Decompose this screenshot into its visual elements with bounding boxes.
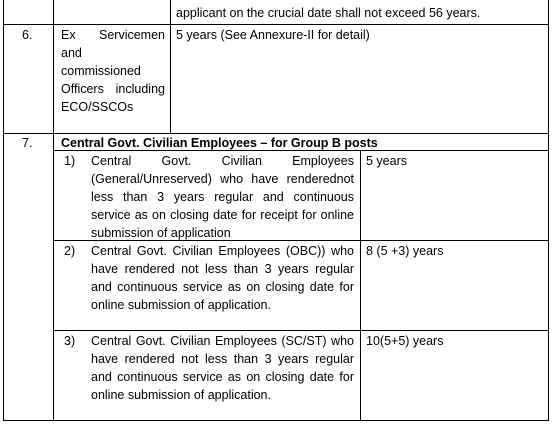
section-heading: Central Govt. Civilian Employees – for G…: [61, 136, 378, 150]
cell-text: 5 years: [366, 154, 407, 168]
rule: [53, 150, 549, 151]
cell-text: Central Govt. Civilian Employees (SC/ST)…: [91, 334, 354, 402]
rule: [3, 420, 549, 421]
row-number: 7.: [22, 136, 33, 150]
cell-text: applicant on the crucial date shall not …: [176, 6, 481, 20]
rule: [360, 150, 361, 421]
rule: [548, 0, 549, 421]
rule: [53, 240, 549, 241]
rule: [53, 330, 549, 331]
cell-text: 5 years (See Annexure-II for detail): [176, 28, 370, 42]
cell-text: Central Govt. Civilian Employees (Genera…: [91, 154, 354, 240]
sub-number: 3): [64, 334, 76, 348]
cell-text: Central Govt. Civilian Employees (OBC)) …: [91, 244, 354, 312]
rule: [170, 0, 171, 134]
sub-number: 1): [64, 154, 76, 168]
sub-number: 2): [64, 244, 76, 258]
row-number: 6.: [22, 28, 33, 42]
rule: [53, 0, 54, 421]
rule: [3, 24, 549, 25]
rule: [3, 133, 549, 134]
cell-text: Ex Servicemen and commissioned Officers …: [61, 28, 165, 114]
rule: [3, 0, 4, 421]
cell-text: 10(5+5) years: [366, 334, 444, 348]
cell-text: 8 (5 +3) years: [366, 244, 444, 258]
